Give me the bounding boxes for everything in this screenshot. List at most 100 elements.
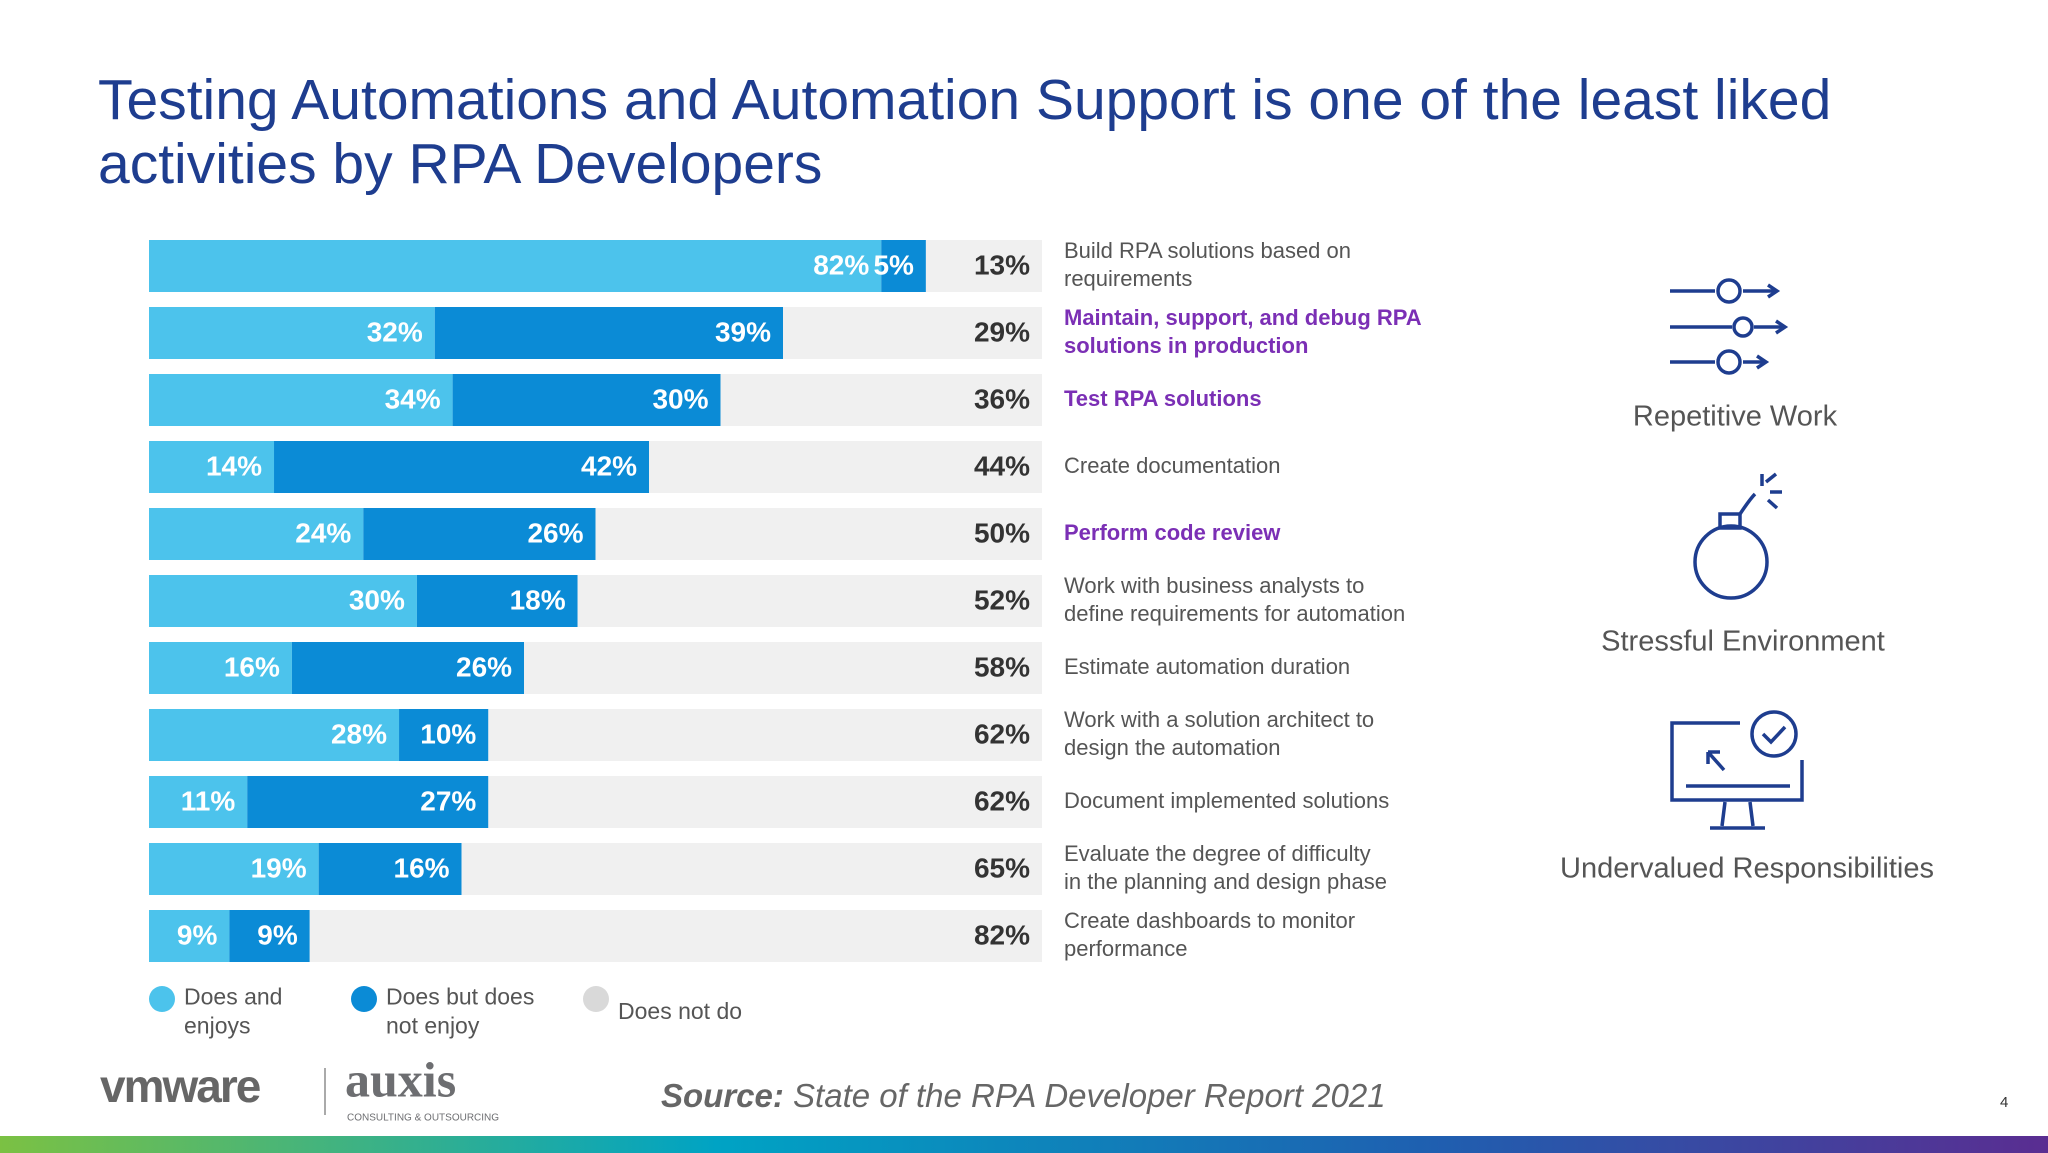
bar-segment xyxy=(149,575,417,627)
category-label: Maintain, support, and debug RPA solution… xyxy=(1064,305,1422,358)
value-label: 24% xyxy=(295,517,351,548)
bar-segment xyxy=(149,709,400,761)
bar-segment xyxy=(149,776,248,828)
value-label: 11% xyxy=(181,785,236,816)
value-label: 9% xyxy=(177,919,218,950)
legend-label: Does and enjoys xyxy=(184,984,282,1039)
value-label: 62% xyxy=(974,718,1030,749)
bar-segment xyxy=(720,374,1042,426)
value-label: 36% xyxy=(974,383,1030,414)
value-label: 10% xyxy=(420,718,476,749)
category-label: Document implemented solutions xyxy=(1064,788,1389,813)
category-label: Estimate automation duration xyxy=(1064,654,1350,679)
value-label: 27% xyxy=(420,785,476,816)
bar-segment xyxy=(461,843,1042,895)
bar-segment xyxy=(399,709,489,761)
icon-bomb xyxy=(1693,472,1782,600)
category-label: Evaluate the degree of difficulty in the … xyxy=(1064,841,1387,894)
value-label: 26% xyxy=(527,517,583,548)
bar-segment xyxy=(149,307,435,359)
bar-segment xyxy=(149,843,319,895)
source-text: State of the RPA Developer Report 2021 xyxy=(793,1077,1386,1114)
icon-label: Undervalued Responsibilities xyxy=(1560,853,1934,885)
value-label: 30% xyxy=(349,584,405,615)
value-label: 29% xyxy=(974,316,1030,347)
value-label: 28% xyxy=(331,718,387,749)
value-label: 19% xyxy=(251,852,307,883)
category-label: Perform code review xyxy=(1064,520,1281,545)
value-label: 5% xyxy=(873,249,914,280)
value-label: 52% xyxy=(974,584,1030,615)
bar-segment xyxy=(783,307,1042,359)
page-number: 4 xyxy=(2000,1094,2008,1111)
bar-segment xyxy=(149,441,275,493)
bar-segment xyxy=(291,642,525,694)
title: Testing Automations and Automation Suppo… xyxy=(98,68,1831,196)
bar-segment xyxy=(149,240,882,292)
legend-label: Does not do xyxy=(618,998,742,1024)
icon-label: Stressful Environment xyxy=(1601,626,1885,658)
category-label: Create documentation xyxy=(1064,453,1280,478)
category-label: Test RPA solutions xyxy=(1064,386,1262,411)
source-label: Source: xyxy=(661,1077,784,1114)
bar-segment xyxy=(318,843,462,895)
category-label: Work with business analysts to define req… xyxy=(1064,573,1405,626)
value-label: 34% xyxy=(385,383,441,414)
footer-bar xyxy=(0,1136,2048,1153)
legend-swatch xyxy=(583,986,609,1012)
icon-label: Repetitive Work xyxy=(1633,401,1838,433)
category-label: Work with a solution architect to design … xyxy=(1064,707,1374,760)
bar-segment xyxy=(595,508,1042,560)
logo-auxis: auxis xyxy=(345,1051,456,1107)
bar-segment xyxy=(925,240,1042,292)
bar-segment xyxy=(149,910,230,962)
chart: 82% 5% 13% Build RPA solutions based on requ… xyxy=(149,238,1422,1039)
value-label: 16% xyxy=(224,651,280,682)
value-label: 39% xyxy=(715,316,771,347)
value-label: 16% xyxy=(394,852,450,883)
logo-vmware: vmware xyxy=(100,1060,261,1112)
bar-segment xyxy=(416,575,578,627)
icon-monitor xyxy=(1670,710,1804,830)
bar-segment xyxy=(524,642,1042,694)
legend-swatch xyxy=(351,986,377,1012)
value-label: 14% xyxy=(206,450,262,481)
logo-tagline: CONSULTING & OUTSOURCING xyxy=(347,1113,499,1124)
bar-segment xyxy=(488,709,1043,761)
value-label: 65% xyxy=(974,852,1030,883)
bar-segment xyxy=(649,441,1042,493)
value-label: 44% xyxy=(974,450,1030,481)
source: Source: State of the RPA Developer Repor… xyxy=(661,1077,1386,1114)
legend-swatch xyxy=(149,986,175,1012)
bar-segment xyxy=(229,910,310,962)
value-label: 82% xyxy=(813,249,869,280)
bar-segment xyxy=(881,240,926,292)
bar-segment xyxy=(247,776,489,828)
category-label: Create dashboards to monitor performance xyxy=(1064,908,1355,961)
bar-segment xyxy=(363,508,596,560)
bar-segment xyxy=(149,508,364,560)
value-label: 50% xyxy=(974,517,1030,548)
bar-segment xyxy=(488,776,1043,828)
value-label: 82% xyxy=(974,919,1030,950)
bar-segment xyxy=(149,374,453,426)
value-label: 30% xyxy=(652,383,708,414)
bar-segment xyxy=(149,642,292,694)
bar-segment xyxy=(274,441,650,493)
bar-segment xyxy=(434,307,784,359)
bar-segment xyxy=(309,910,1042,962)
value-label: 62% xyxy=(974,785,1030,816)
value-label: 9% xyxy=(257,919,298,950)
value-label: 42% xyxy=(581,450,637,481)
legend-label: Does but does not enjoy xyxy=(386,984,534,1039)
bar-segment xyxy=(577,575,1042,627)
value-label: 13% xyxy=(974,249,1030,280)
category-label: Build RPA solutions based on requirements xyxy=(1064,238,1351,291)
bar-segment xyxy=(452,374,721,426)
value-label: 58% xyxy=(974,651,1030,682)
value-label: 32% xyxy=(367,316,423,347)
value-label: 18% xyxy=(510,584,566,615)
icon-repetitive xyxy=(1670,278,1789,375)
value-label: 26% xyxy=(456,651,512,682)
